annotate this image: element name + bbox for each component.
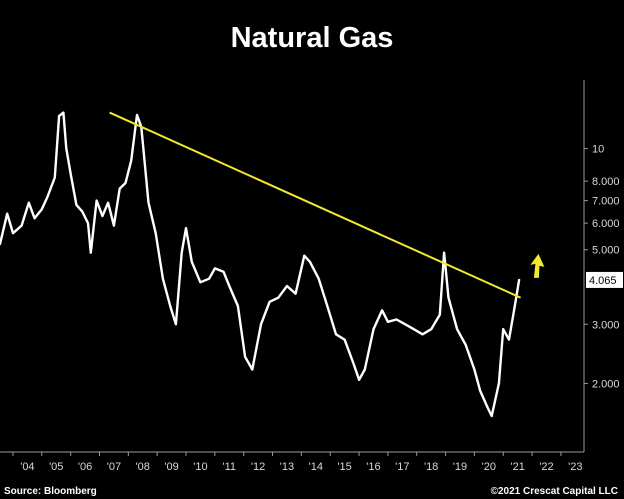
source-note: Source: Bloomberg	[4, 486, 97, 497]
last-price-label: 4.065	[589, 275, 617, 287]
x-tick-label: '08	[136, 461, 150, 473]
y-tick-label: 7.000	[592, 196, 620, 208]
plot-frame	[0, 80, 585, 453]
x-tick-label: '15	[337, 461, 351, 473]
last-price-box	[586, 271, 623, 288]
y-tick-label: 8.000	[592, 176, 620, 188]
up-arrow-shape	[530, 253, 545, 278]
x-tick-label: '13	[280, 461, 294, 473]
chart-title: Natural Gas	[231, 22, 394, 54]
x-tick-label: '04	[20, 461, 34, 473]
x-tick-label: '06	[78, 461, 92, 473]
x-tick-label: '14	[309, 461, 323, 473]
x-tick-label: '09	[164, 461, 178, 473]
y-tick-label: 10	[592, 144, 604, 156]
x-tick-label: '16	[366, 461, 380, 473]
y-axis-ticks: 10 8.000 7.000 6.000 5.000 3.000 2.000	[584, 144, 620, 390]
x-tick-label: '22	[539, 461, 553, 473]
y-tick-label: 3.000	[592, 319, 620, 331]
y-tick-label: 6.000	[592, 218, 620, 230]
x-tick-label: '17	[395, 461, 409, 473]
x-tick-label: '05	[49, 461, 63, 473]
x-tick-label: '11	[223, 461, 237, 473]
x-tick-label: '18	[424, 461, 438, 473]
x-tick-label: '07	[107, 461, 121, 473]
y-tick-label: 5.000	[592, 245, 620, 257]
x-tick-label: '19	[453, 461, 467, 473]
x-tick-label: '21	[510, 461, 524, 473]
x-tick-label: '10	[193, 461, 207, 473]
copyright-note: ©2021 Crescat Capital LLC	[490, 486, 618, 497]
natural-gas-price-line	[0, 111, 521, 418]
x-tick-label: '20	[482, 461, 496, 473]
series-layer	[0, 111, 521, 418]
downtrend-line	[109, 111, 521, 299]
x-tick-label: '23	[568, 461, 582, 473]
last-price-marker: 4.065	[586, 271, 623, 288]
x-tick-label: '12	[251, 461, 265, 473]
up-arrow-icon	[530, 253, 545, 278]
x-axis-ticks: '04 '05 '06 '07 '08 '09 '10 '11 '12 '13 '14 '15 '16 '…	[12, 452, 583, 473]
y-tick-label: 2.000	[592, 378, 620, 390]
